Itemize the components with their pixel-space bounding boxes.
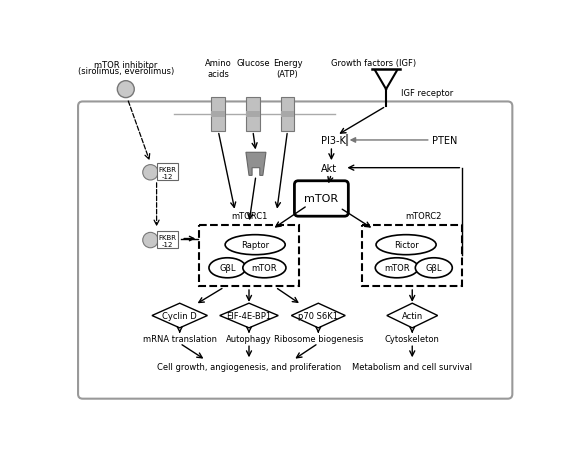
Text: Raptor: Raptor [241, 241, 269, 250]
Ellipse shape [243, 258, 286, 278]
Text: Amino
acids: Amino acids [205, 59, 232, 79]
Polygon shape [246, 153, 266, 176]
Text: GβL: GβL [426, 264, 442, 273]
Bar [157, 164, 178, 181]
Text: mTOR inhibitor: mTOR inhibitor [94, 61, 157, 70]
Text: Energy
(ATP): Energy (ATP) [272, 59, 302, 79]
Text: Actin: Actin [401, 311, 423, 320]
Text: mTORC1: mTORC1 [231, 212, 267, 221]
Bar [281, 98, 294, 131]
Text: PI3-K: PI3-K [321, 136, 346, 146]
Text: PTEN: PTEN [432, 136, 458, 146]
Polygon shape [219, 303, 278, 328]
FancyBboxPatch shape [78, 102, 512, 399]
Text: GβL: GβL [219, 264, 236, 273]
Text: Akt: Akt [321, 163, 338, 173]
Bar [246, 111, 260, 117]
Text: inhibits
mTORC1: inhibits mTORC1 [198, 229, 234, 249]
Text: Autophagy: Autophagy [226, 334, 272, 343]
FancyBboxPatch shape [294, 182, 348, 217]
Text: EIF-4E-BP1: EIF-4E-BP1 [226, 311, 271, 320]
Text: (sirolimus, everolimus): (sirolimus, everolimus) [78, 67, 174, 76]
Text: Metabolism and cell survival: Metabolism and cell survival [352, 362, 472, 371]
Polygon shape [387, 303, 438, 328]
Bar [199, 225, 299, 287]
Text: Cell growth, angiogenesis, and proliferation: Cell growth, angiogenesis, and prolifera… [157, 362, 341, 371]
Circle shape [143, 165, 158, 181]
Ellipse shape [209, 258, 246, 278]
Text: mTOR: mTOR [304, 194, 339, 204]
Bar [246, 111, 260, 117]
Ellipse shape [376, 258, 418, 278]
Ellipse shape [225, 235, 285, 255]
Text: Ribosome biogenesis: Ribosome biogenesis [274, 334, 363, 343]
Text: FKBR
-12: FKBR -12 [158, 234, 176, 247]
Text: Growth factors (IGF): Growth factors (IGF) [331, 59, 416, 68]
Text: mTOR: mTOR [384, 264, 410, 273]
Text: Cyclin D: Cyclin D [162, 311, 197, 320]
Text: Cytoskeleton: Cytoskeleton [385, 334, 439, 343]
Bar [246, 98, 260, 131]
Polygon shape [152, 303, 207, 328]
Bar [211, 111, 225, 117]
Bar [211, 98, 225, 131]
Text: Glucose: Glucose [236, 59, 270, 68]
Bar [281, 111, 294, 117]
Bar [362, 225, 463, 287]
Polygon shape [291, 303, 345, 328]
Text: mTOR: mTOR [252, 264, 277, 273]
Text: IGF receptor: IGF receptor [401, 89, 453, 97]
Ellipse shape [415, 258, 452, 278]
Text: FKBR
-12: FKBR -12 [158, 167, 176, 179]
Ellipse shape [376, 235, 436, 255]
Bar [157, 231, 178, 248]
Text: mTORC2: mTORC2 [405, 212, 441, 221]
Bar [211, 111, 225, 117]
Circle shape [118, 81, 134, 98]
Text: Rictor: Rictor [394, 241, 418, 250]
Circle shape [143, 233, 158, 248]
Bar [281, 111, 294, 117]
Text: p70 S6K1: p70 S6K1 [298, 311, 338, 320]
Text: mRNA translation: mRNA translation [143, 334, 217, 343]
